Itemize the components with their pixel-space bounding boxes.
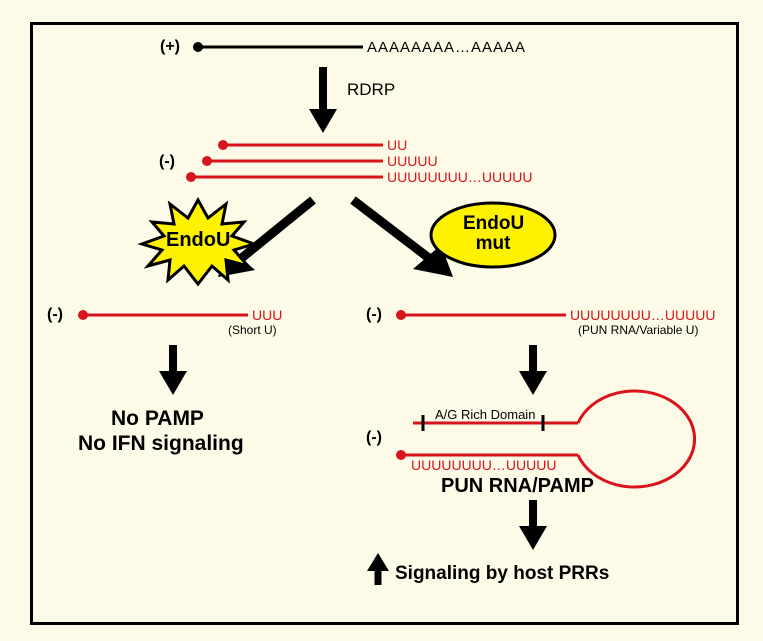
no-pamp: No PAMP xyxy=(111,407,204,431)
polyA: AAAAAAAA…AAAAA xyxy=(367,39,526,56)
right-minus: (-) xyxy=(366,306,382,324)
minus-s3: UUUUUUUU…UUUUU xyxy=(387,169,532,185)
endoU-label: EndoU xyxy=(166,229,230,252)
right-tail: UUUUUUUU…UUUUU xyxy=(570,307,715,323)
right-result-strand xyxy=(396,310,566,320)
signal-label: Signaling by host PRRs xyxy=(395,563,609,585)
left-result-strand xyxy=(78,310,248,320)
arrow-right-down1 xyxy=(519,345,547,395)
ag-domain: A/G Rich Domain xyxy=(435,407,535,422)
minus-s2: UUUUU xyxy=(387,153,438,169)
left-minus: (-) xyxy=(47,306,63,324)
arrow-left-down xyxy=(159,345,187,395)
right-sub: (PUN RNA/Variable U) xyxy=(578,323,698,337)
hp-tail: UUUUUUUU…UUUUU xyxy=(411,457,556,473)
hp-minus: (-) xyxy=(366,429,382,447)
no-ifn: No IFN signaling xyxy=(78,432,244,456)
left-tail: UUU xyxy=(252,307,282,323)
minus-top-label: (-) xyxy=(159,153,175,171)
arrow-rdrp xyxy=(309,67,337,133)
minus-s1: UU xyxy=(387,137,407,153)
up-arrow-icon xyxy=(367,553,389,585)
left-sub: (Short U) xyxy=(228,323,277,337)
minus-strands xyxy=(186,140,383,182)
plus-strand xyxy=(193,42,363,52)
endoUmut-label: EndoU mut xyxy=(463,214,523,254)
pun-label: PUN RNA/PAMP xyxy=(441,475,594,498)
arrow-right-down2 xyxy=(519,500,547,550)
plus-label: (+) xyxy=(160,38,180,56)
diagram-frame: (+) AAAAAAAA…AAAAA RDRP (-) UU UUUUU UUU… xyxy=(30,22,739,625)
rdrp-label: RDRP xyxy=(347,80,395,100)
